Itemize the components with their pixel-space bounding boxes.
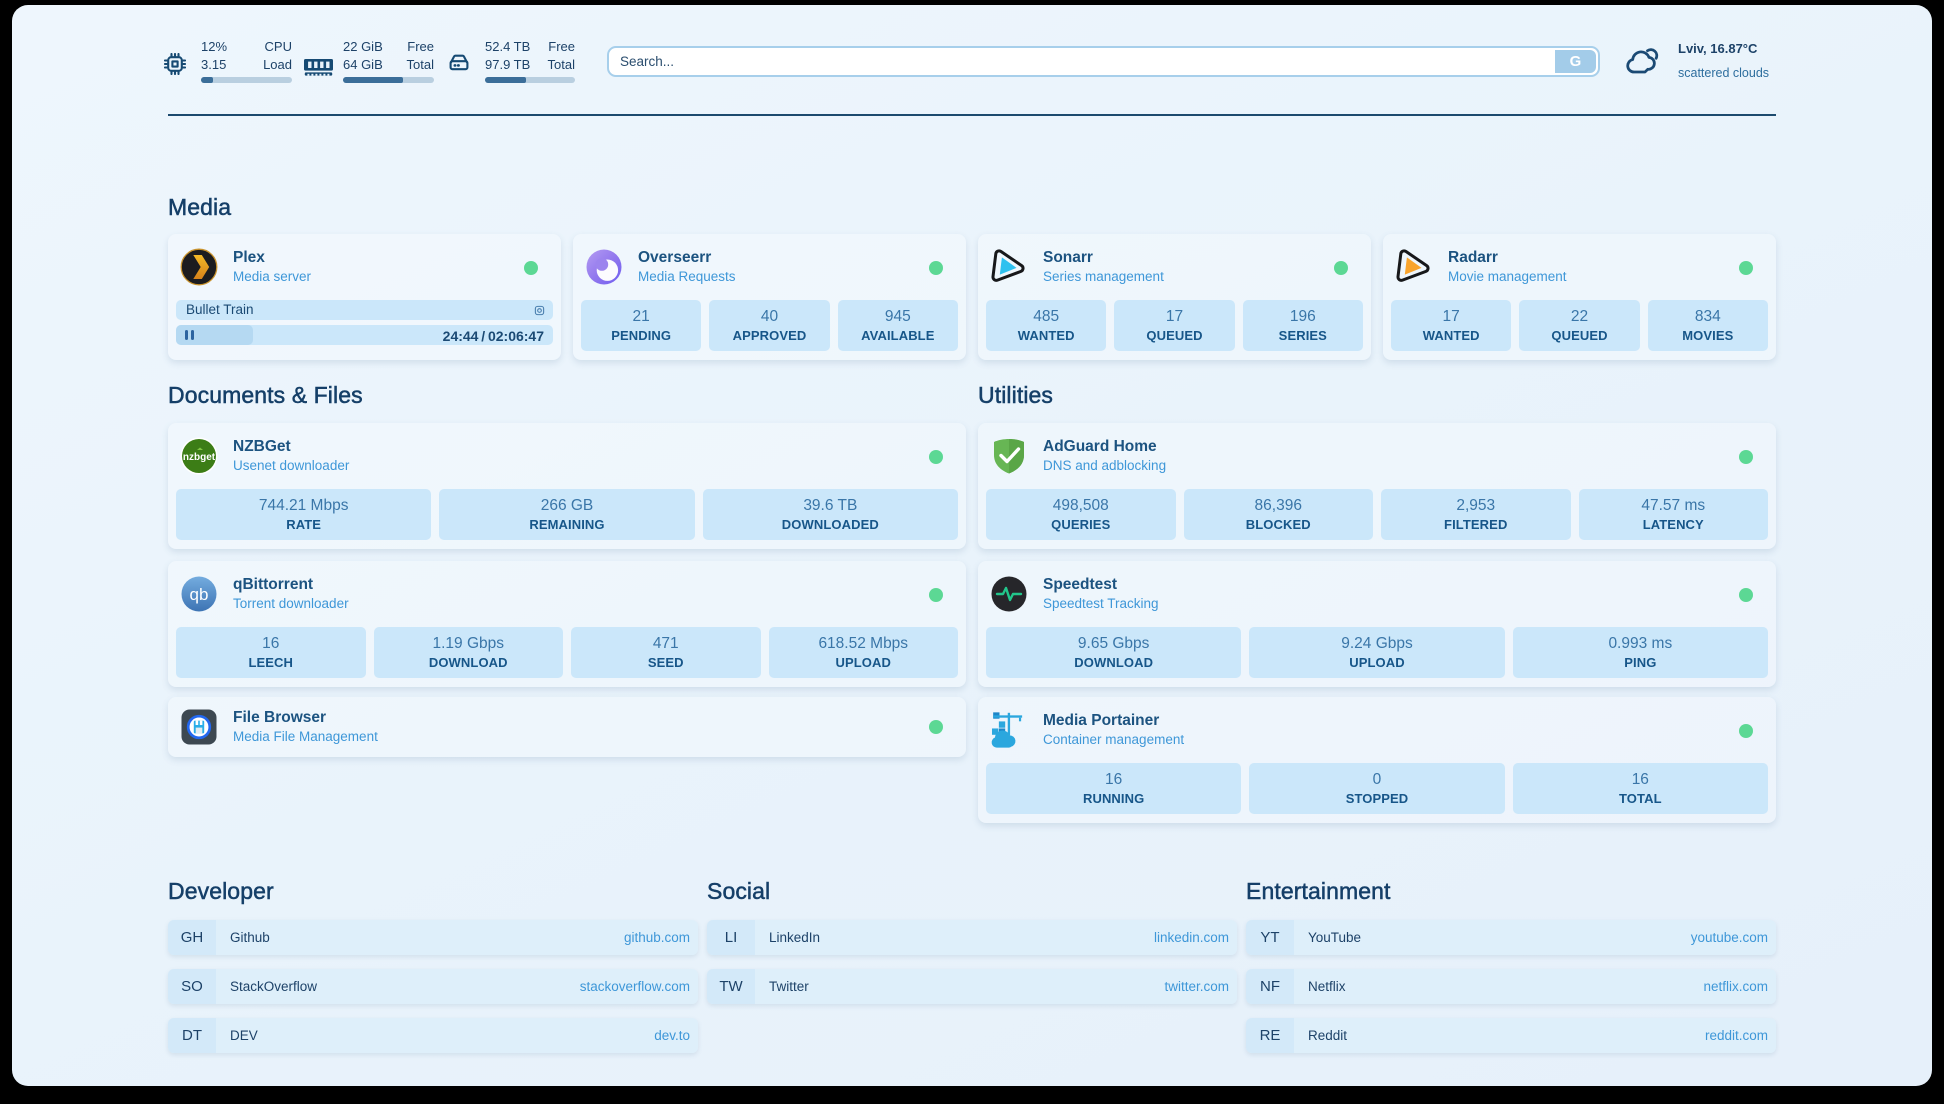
svg-text:nzbget: nzbget — [183, 452, 216, 463]
svg-text:qb: qb — [190, 585, 209, 604]
